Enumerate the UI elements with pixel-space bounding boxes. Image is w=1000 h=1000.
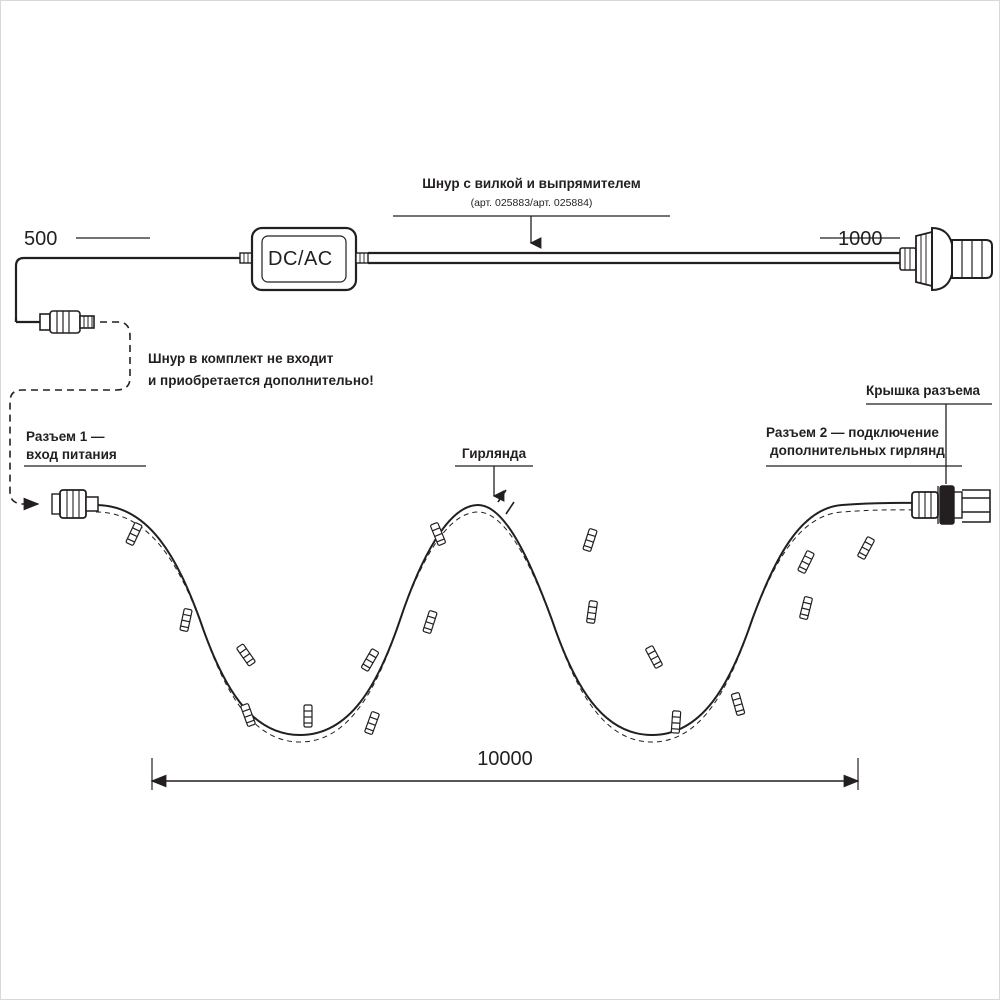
cord-title-label: Шнур с вилкой и выпрямителем [422,176,641,191]
note-line-1: Шнур в комплект не входит [148,351,334,366]
mains-plug [899,226,993,292]
dimension-500-label: 500 [24,228,58,250]
garland-label: Гирлянда [461,446,527,461]
connector-2-label-line-1: Разъем 2 — подключение [766,425,939,440]
transformer-label: DC/AC [268,248,333,270]
cord-subtitle-label: (арт. 025883/арт. 025884) [470,197,593,209]
led-bulbs [125,522,875,735]
connector-1-label-line-1: Разъем 1 — [26,429,105,444]
connector-cap-label: Крышка разъема [866,383,981,398]
strain-relief-left [239,252,253,264]
total-dimension-line [150,758,860,790]
note-line-2: и приобретается дополнительно! [148,373,374,388]
connector-2-body [911,485,991,525]
strain-relief-right [355,252,369,264]
connector-2-label-line-2: дополнительных гирлянд [770,443,945,458]
connector-1-body [51,489,99,519]
dc-plug-left [39,310,95,334]
dimension-1000-label: 1000 [838,228,883,250]
connector-1-label-line-2: вход питания [26,447,117,462]
dimension-10000-label: 10000 [477,748,533,770]
transformer-box [250,226,358,292]
